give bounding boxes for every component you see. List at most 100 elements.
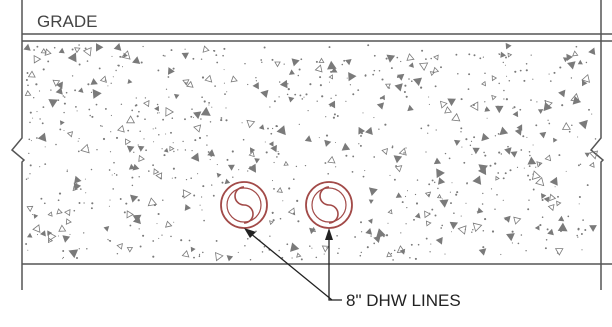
aggregate-dot [331,64,334,66]
aggregate-dot [292,212,295,215]
aggregate-dot [373,54,376,57]
aggregate-dot [107,238,109,241]
aggregate-dot [297,74,300,77]
aggregate-dot [117,64,120,67]
aggregate-dot [283,63,285,65]
aggregate-dot [523,167,525,169]
aggregate-dot [427,124,430,127]
aggregate-dot [172,142,174,144]
aggregate-dot [481,203,484,205]
aggregate-dot [29,173,31,175]
aggregate-dot [109,239,112,242]
aggregate-dot [311,247,313,249]
aggregate-stone [424,210,431,219]
aggregate-dot [546,228,549,231]
aggregate-stone [407,104,414,112]
aggregate-stone [424,191,432,198]
aggregate-dot [210,154,213,157]
aggregate-dot [465,138,468,141]
aggregate-dot [294,93,297,96]
aggregate-dot [579,163,582,166]
aggregate-dot [471,231,473,233]
aggregate-dot [221,181,224,184]
aggregate-dot [494,208,496,210]
aggregate-dot [461,146,463,148]
aggregate-dot [334,141,337,144]
aggregate-dot [327,172,330,175]
aggregate-dot [181,195,184,198]
aggregate-stone [103,226,110,232]
aggregate-dot [403,90,406,94]
aggregate-dot [202,251,204,254]
aggregate-dot [185,178,188,181]
aggregate-dot [185,82,187,84]
aggregate-stone [252,82,259,90]
aggregate-stone [182,79,190,86]
aggregate-dot [66,170,68,173]
aggregate-stone [432,66,440,74]
aggregate-dot [364,74,367,76]
aggregate-dot [161,148,163,150]
aggregate-stone [248,163,257,173]
aggregate-dot [291,257,293,259]
aggregate-dot [121,66,124,68]
aggregate-dot [385,234,389,237]
aggregate-dot [78,138,80,140]
aggregate-dot [170,131,172,134]
aggregate-stone [588,150,599,160]
aggregate-dot [173,150,175,153]
aggregate-dot [101,125,103,127]
aggregate-stone [193,124,202,133]
aggregate-stone [543,196,550,203]
aggregate-stone [514,127,522,136]
aggregate-dot [278,249,280,252]
aggregate-dot [162,54,165,57]
aggregate-dot [328,46,331,49]
aggregate-dot [125,202,128,205]
aggregate-dot [490,188,493,190]
aggregate-dot [200,196,203,198]
aggregate-stone [167,67,175,75]
aggregate-dot [484,154,487,157]
aggregate-dot [500,253,502,256]
aggregate-dot [335,94,337,97]
aggregate-dot [343,59,346,62]
aggregate-dot [69,233,71,235]
aggregate-stone [37,132,47,142]
aggregate-dot [530,54,532,56]
aggregate-dot [247,83,249,86]
aggregate-dot [408,78,410,80]
aggregate-dot [255,80,258,82]
aggregate-dot [27,249,29,251]
aggregate-dot [77,140,79,142]
aggregate-dot [308,139,310,141]
aggregate-stone [531,170,542,180]
aggregate-dot [405,147,407,149]
aggregate-dot [162,199,164,202]
aggregate-dot [127,129,130,132]
aggregate-stone [304,135,312,143]
aggregate-dot [586,184,589,187]
aggregate-dot [77,150,80,153]
aggregate-stone [23,43,31,51]
aggregate-stone [123,52,128,58]
aggregate-stone [457,225,467,235]
aggregate-stone [90,78,98,85]
aggregate-dot [433,181,436,184]
aggregate-stone [68,249,79,259]
aggregate-dot [120,103,123,106]
aggregate-dot [148,170,150,172]
aggregate-dot [520,234,523,236]
aggregate-stone [535,176,545,187]
aggregate-dot [444,152,447,155]
aggregate-dot [456,191,459,194]
aggregate-stone [516,124,523,131]
aggregate-dot [428,96,430,98]
aggregate-dot [536,101,538,103]
aggregate-dot [467,88,470,90]
aggregate-dot [27,84,29,87]
aggregate-stone [436,168,445,179]
aggregate-dot [547,119,549,121]
aggregate-dot [532,144,534,146]
aggregate-stone [544,154,552,162]
